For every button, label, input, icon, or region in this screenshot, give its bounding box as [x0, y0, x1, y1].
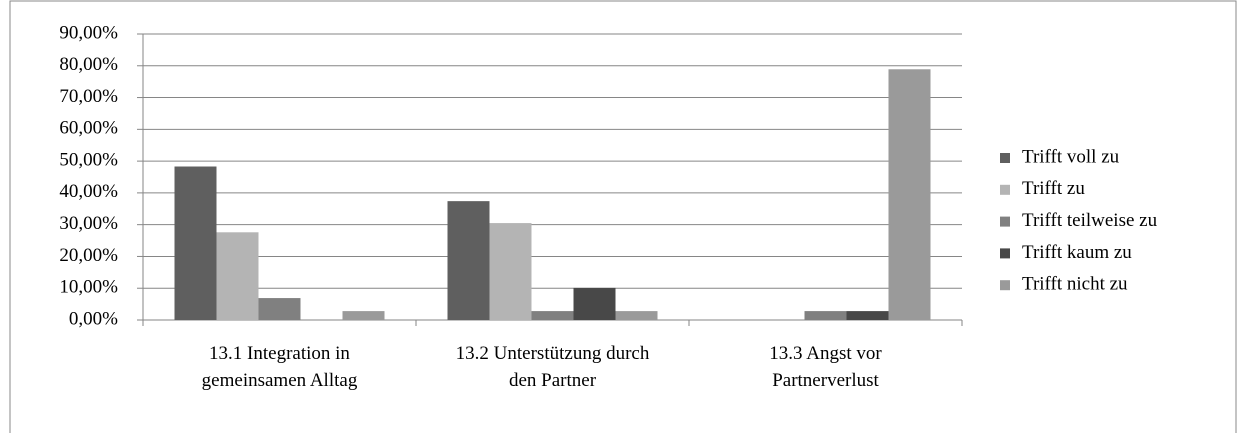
y-tick-label: 40,00%	[59, 181, 118, 202]
legend-swatch	[1000, 280, 1010, 291]
x-tick-label: 13.1 Integration in gemeinsamen Alltag	[201, 343, 358, 391]
y-tick-label: 0,00%	[69, 308, 118, 329]
legend-label: Trifft zu	[1022, 178, 1085, 199]
legend-swatch	[1000, 153, 1010, 163]
legend-label: Trifft voll zu	[1022, 146, 1120, 167]
legend-label: Trifft teilweise zu	[1022, 210, 1158, 231]
legend-swatch	[1000, 184, 1010, 195]
y-tick-label: 70,00%	[59, 86, 118, 107]
bar	[615, 311, 658, 320]
bar	[573, 287, 616, 320]
x-tick-label: 13.2 Unterstützung durch den Partner	[455, 343, 650, 391]
bar	[804, 311, 847, 320]
bar	[447, 201, 490, 320]
bar	[174, 166, 217, 320]
y-tick-label: 10,00%	[59, 277, 118, 298]
bar	[888, 69, 931, 320]
y-tick-label: 80,00%	[59, 54, 118, 75]
y-tick-label: 20,00%	[59, 245, 118, 266]
bar	[489, 223, 532, 320]
bar	[258, 298, 301, 320]
bar	[342, 311, 385, 320]
bar	[531, 311, 574, 320]
x-tick-label: 13.3 Angst vor Partnerverlust	[769, 343, 882, 391]
legend-swatch	[1000, 216, 1010, 227]
y-tick-label: 30,00%	[59, 213, 118, 234]
legend-swatch	[1000, 248, 1010, 259]
y-tick-label: 50,00%	[59, 149, 118, 170]
y-tick-label: 60,00%	[59, 118, 118, 139]
legend-label: Trifft kaum zu	[1022, 242, 1132, 263]
bar	[846, 311, 889, 320]
legend-label: Trifft nicht zu	[1022, 274, 1128, 295]
bar	[216, 232, 259, 320]
chart-frame	[9, 0, 1237, 433]
y-tick-label: 90,00%	[59, 22, 118, 43]
